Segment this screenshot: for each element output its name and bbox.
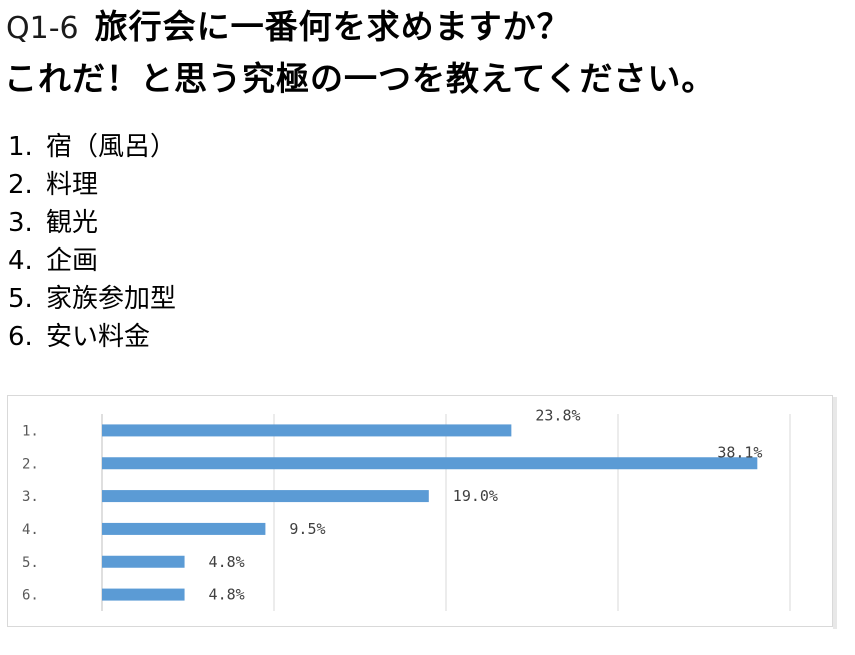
bar <box>102 555 185 568</box>
data-label: 38.1% <box>717 443 762 461</box>
category-label: 5. <box>22 555 39 571</box>
option-number: 6. <box>8 322 33 352</box>
option-item: 5. 家族参加型 <box>8 280 176 318</box>
data-label: 4.8% <box>209 586 245 604</box>
option-label: 宿（風呂） <box>46 132 177 162</box>
option-number: 3. <box>8 208 33 238</box>
category-label: 1. <box>22 423 39 439</box>
category-label: 2. <box>22 456 39 472</box>
option-label: 観光 <box>46 208 99 238</box>
option-item: 4. 企画 <box>8 242 176 280</box>
question-title-line1: Q1-6 旅行会に一番何を求めますか？ <box>6 0 571 54</box>
data-label: 4.8% <box>209 553 245 571</box>
option-item: 1. 宿（風呂） <box>8 128 176 166</box>
option-label: 安い料金 <box>46 322 151 352</box>
option-number: 5. <box>8 284 33 314</box>
option-number: 4. <box>8 246 33 276</box>
bar <box>102 424 512 437</box>
option-list: 1. 宿（風呂） 2. 料理 3. 観光 4. 企画 5. 家族参加型 6. 安い料金 <box>8 128 176 356</box>
option-number: 2. <box>8 170 33 200</box>
question-subtitle: これだ！と思う究極の一つを教えてください。 <box>4 59 716 98</box>
chart-frame: 1. 23.8% 2. 38.1% 3. 19.0% 4. 9.5% 5. 4.8% 6. 4.8% <box>7 395 833 627</box>
bar <box>102 588 185 601</box>
chart-shadow <box>833 397 837 629</box>
question-number: Q1-6 <box>6 11 79 46</box>
option-item: 6. 安い料金 <box>8 318 176 356</box>
option-label: 家族参加型 <box>46 284 177 314</box>
data-label: 19.0% <box>453 487 498 505</box>
question-text: 旅行会に一番何を求めますか？ <box>94 7 571 46</box>
bar <box>102 522 266 535</box>
option-item: 2. 料理 <box>8 166 176 204</box>
data-label: 23.8% <box>535 406 580 424</box>
category-label: 3. <box>22 489 39 505</box>
category-label: 6. <box>22 588 39 604</box>
data-label: 9.5% <box>289 520 325 538</box>
option-label: 料理 <box>46 170 99 200</box>
bar <box>102 457 758 470</box>
option-number: 1. <box>8 132 33 162</box>
category-label: 4. <box>22 522 39 538</box>
option-label: 企画 <box>46 246 99 276</box>
option-item: 3. 観光 <box>8 204 176 242</box>
bar-chart: 1. 23.8% 2. 38.1% 3. 19.0% 4. 9.5% 5. 4.8% 6. 4.8% <box>22 406 791 611</box>
bar <box>102 490 429 503</box>
